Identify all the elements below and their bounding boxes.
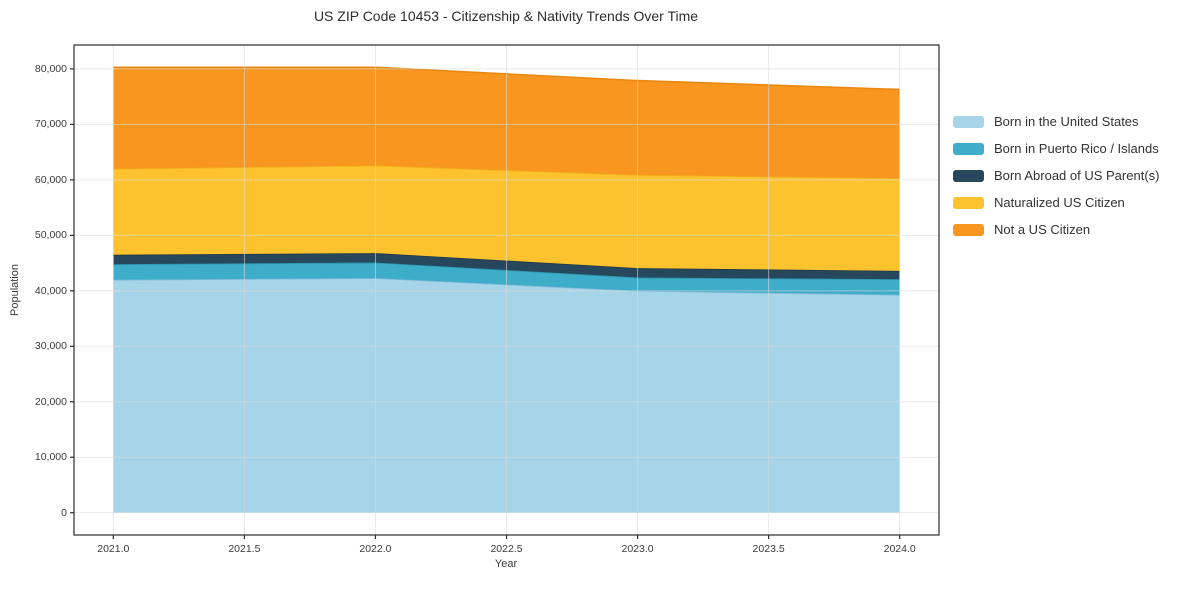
y-tick-label: 30,000 (34, 340, 67, 353)
legend-label: Born in the United States (994, 114, 1139, 129)
y-axis-label: Population (9, 264, 21, 316)
legend-item-1: Born in Puerto Rico / Islands (953, 135, 1159, 162)
legend: Born in the United States Born in Puerto … (953, 108, 1159, 243)
y-tick-label: 70,000 (34, 118, 67, 131)
x-tick-label: 2023.5 (752, 543, 785, 555)
y-tick-label: 10,000 (34, 451, 67, 464)
legend-label: Naturalized US Citizen (994, 195, 1125, 210)
legend-item-3: Naturalized US Citizen (953, 189, 1159, 216)
x-tick-label: 2023.0 (621, 543, 654, 555)
legend-item-2: Born Abroad of US Parent(s) (953, 162, 1159, 189)
y-tick-label: 0 (61, 506, 67, 519)
x-axis-label: Year (494, 558, 518, 570)
chart-title: US ZIP Code 10453 - Citizenship & Nativi… (313, 8, 699, 24)
x-tick-label: 2021.0 (97, 543, 130, 555)
y-tick-label: 60,000 (34, 173, 67, 186)
legend-item-0: Born in the United States (953, 108, 1159, 135)
y-tick-label: 50,000 (34, 229, 67, 242)
legend-label: Not a US Citizen (994, 222, 1091, 237)
y-tick-label: 20,000 (34, 395, 67, 408)
y-tick-label: 40,000 (34, 284, 67, 297)
legend-swatch (953, 169, 984, 182)
legend-swatch (953, 196, 984, 209)
x-tick-label: 2021.5 (228, 543, 261, 555)
legend-swatch (953, 223, 984, 236)
legend-label: Born in Puerto Rico / Islands (994, 141, 1159, 156)
x-tick-label: 2024.0 (883, 543, 916, 555)
legend-item-4: Not a US Citizen (953, 216, 1159, 243)
y-tick-label: 80,000 (34, 62, 67, 75)
x-tick-label: 2022.5 (490, 543, 523, 555)
legend-swatch (953, 142, 984, 155)
legend-label: Born Abroad of US Parent(s) (994, 168, 1160, 183)
legend-swatch (953, 115, 984, 128)
x-tick-label: 2022.0 (359, 543, 392, 555)
